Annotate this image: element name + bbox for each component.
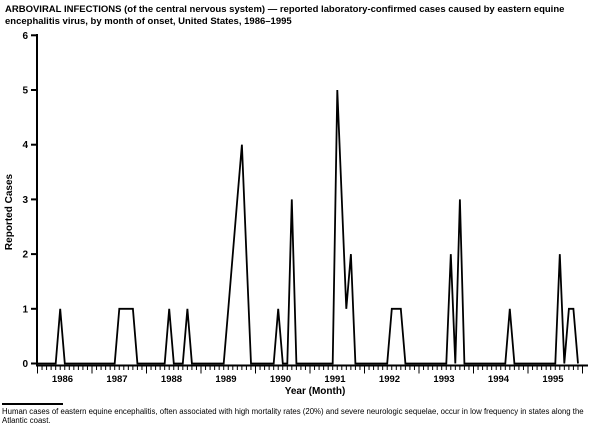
- y-tick-label: 4: [22, 140, 28, 151]
- y-tick-label: 3: [22, 195, 28, 206]
- y-tick-label: 6: [22, 31, 28, 42]
- figure-title: ARBOVIRAL INFECTIONS (of the central ner…: [5, 4, 565, 27]
- cases-data-line: [37, 89, 579, 365]
- x-year-label: 1986: [52, 374, 73, 385]
- x-year-label: 1992: [379, 374, 400, 385]
- footnote-text: Human cases of eastern equine encephalit…: [2, 407, 584, 425]
- x-year-label: 1991: [324, 374, 346, 385]
- x-year-label: 1995: [542, 374, 564, 385]
- y-tick-label: 0: [22, 359, 28, 370]
- x-year-label: 1988: [161, 374, 182, 385]
- y-tick-label: 5: [22, 86, 28, 97]
- x-year-label: 1989: [215, 374, 236, 385]
- y-tick-label: 1: [22, 304, 28, 315]
- x-year-label: 1990: [270, 374, 291, 385]
- y-tick-label: 2: [22, 250, 28, 261]
- footnote-separator-rule: [2, 403, 63, 405]
- x-year-label: 1987: [106, 374, 127, 385]
- y-axis-title: Reported Cases: [4, 173, 15, 250]
- x-year-label: 1993: [433, 374, 454, 385]
- x-year-label: 1994: [488, 374, 510, 385]
- eee-cases-line-chart: 0 1 2 3 4 5 6 1986 1987 1988 1989 1990 1991 1992 1993 1…: [4, 31, 588, 397]
- x-axis-title: Year (Month): [285, 386, 346, 397]
